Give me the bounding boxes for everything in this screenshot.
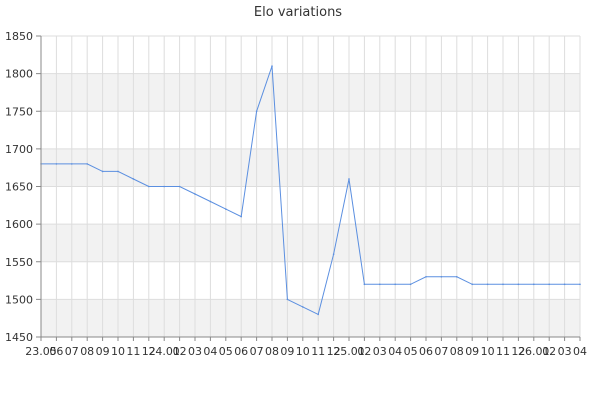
x-tick-label: 03 — [558, 345, 572, 358]
x-tick-label: 02 — [542, 345, 556, 358]
series-line — [41, 65, 580, 316]
data-point — [163, 185, 165, 188]
data-point — [425, 276, 427, 278]
x-tick-label: 23.05 — [25, 345, 57, 358]
x-tick-label: 08 — [450, 345, 464, 358]
data-point — [101, 170, 104, 173]
chart-title: Elo variations — [254, 5, 342, 20]
data-point — [471, 283, 474, 286]
x-tick-label: 07 — [250, 345, 264, 358]
plot-band — [41, 148, 580, 187]
data-point — [332, 253, 335, 256]
x-tick-label: 05 — [404, 345, 418, 358]
x-tick-label: 26.01 — [518, 345, 550, 358]
x-tick-label: 02 — [357, 345, 371, 358]
data-point — [409, 283, 412, 286]
data-point — [302, 306, 304, 308]
x-tick-label: 09 — [280, 345, 294, 358]
data-point — [456, 276, 458, 278]
y-axis-ticks: 1450 1500 1550 1600 1650 1700 1750 1800 1850 — [5, 30, 41, 344]
x-tick-label: 05 — [219, 345, 233, 358]
x-tick-label: 25.01 — [333, 345, 365, 358]
x-tick-label: 06 — [49, 345, 63, 358]
grid-lines — [40, 35, 581, 338]
x-tick-label: 03 — [373, 345, 387, 358]
x-tick-label: 09 — [96, 345, 110, 358]
data-point — [502, 283, 504, 286]
data-point — [286, 298, 289, 301]
x-tick-label: 07 — [65, 345, 79, 358]
data-point — [132, 178, 135, 180]
x-tick-label: 12 — [142, 345, 156, 358]
plot-band — [41, 224, 580, 262]
x-tick-label: 02 — [173, 345, 187, 358]
data-point — [178, 185, 181, 188]
x-tick-label: 04 — [388, 345, 402, 358]
data-point — [55, 163, 58, 165]
x-tick-label: 08 — [80, 345, 94, 358]
x-tick-label: 06 — [234, 345, 248, 358]
y-tick-label: 1700 — [5, 143, 33, 156]
data-point — [517, 283, 520, 286]
x-tick-label: 07 — [434, 345, 448, 358]
x-tick-label: 04 — [203, 345, 217, 358]
data-point — [563, 283, 566, 286]
x-tick-label: 11 — [311, 345, 325, 358]
y-tick-label: 1800 — [5, 68, 33, 81]
x-tick-label: 03 — [188, 345, 202, 358]
x-tick-label: 12 — [511, 345, 525, 358]
data-point — [86, 163, 88, 165]
data-point — [579, 283, 581, 286]
x-tick-label: 08 — [265, 345, 279, 358]
data-point — [394, 283, 397, 286]
plot-band — [41, 73, 580, 112]
data-point — [225, 208, 227, 210]
x-tick-label: 24.01 — [148, 345, 180, 358]
data-point — [548, 283, 550, 286]
y-tick-label: 1550 — [5, 256, 33, 269]
y-tick-label: 1850 — [5, 30, 33, 43]
x-tick-label: 09 — [465, 345, 479, 358]
x-tick-label: 10 — [481, 345, 495, 358]
data-point — [194, 193, 196, 195]
data-point — [486, 283, 489, 286]
y-tick-label: 1750 — [5, 105, 33, 118]
plot-band — [41, 299, 580, 337]
data-point — [271, 65, 273, 67]
x-tick-label: 11 — [126, 345, 140, 358]
data-point — [440, 276, 443, 278]
x-tick-label: 10 — [296, 345, 310, 358]
data-point — [117, 170, 119, 173]
x-tick-label: 11 — [496, 345, 510, 358]
data-point — [209, 200, 212, 203]
data-point — [317, 313, 320, 316]
x-tick-label: 12 — [327, 345, 341, 358]
data-point — [148, 185, 150, 188]
x-tick-label: 04 — [573, 345, 587, 358]
data-point — [71, 163, 73, 165]
data-point — [240, 215, 242, 218]
y-tick-label: 1600 — [5, 218, 33, 231]
y-tick-label: 1650 — [5, 181, 33, 194]
data-point — [533, 283, 535, 286]
y-tick-label: 1450 — [5, 331, 33, 344]
x-tick-label: 10 — [111, 345, 125, 358]
plot-bands — [41, 73, 580, 337]
x-tick-label: 06 — [419, 345, 433, 358]
data-point — [379, 283, 381, 286]
data-point — [363, 283, 366, 286]
data-point — [255, 110, 258, 113]
data-point — [348, 178, 350, 180]
y-tick-label: 1500 — [5, 293, 33, 306]
